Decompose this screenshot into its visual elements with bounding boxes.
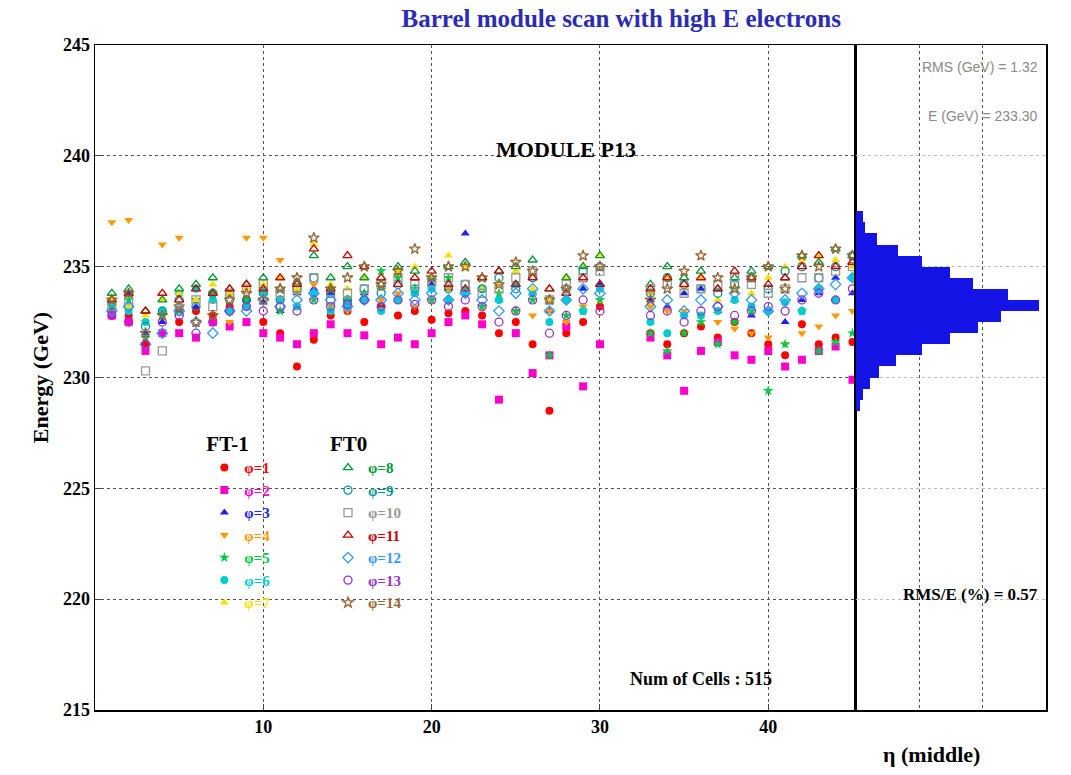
svg-text:φ=13: φ=13 bbox=[368, 573, 401, 589]
svg-text:Barrel module scan with high E: Barrel module scan with high E electrons bbox=[402, 5, 842, 32]
svg-text:MODULE P13: MODULE P13 bbox=[496, 137, 636, 162]
svg-text:φ=9: φ=9 bbox=[368, 483, 393, 499]
svg-text:235: 235 bbox=[63, 257, 90, 277]
svg-text:220: 220 bbox=[63, 589, 90, 609]
svg-text:Energy (GeV): Energy (GeV) bbox=[28, 312, 53, 443]
svg-text:φ=4: φ=4 bbox=[244, 528, 270, 544]
svg-text:10: 10 bbox=[254, 717, 272, 737]
svg-text:φ=2: φ=2 bbox=[244, 483, 269, 499]
svg-text:FT-1: FT-1 bbox=[206, 432, 248, 456]
svg-text:φ=1: φ=1 bbox=[244, 460, 269, 476]
svg-text:225: 225 bbox=[63, 479, 90, 499]
svg-text:η (middle): η (middle) bbox=[883, 742, 980, 767]
svg-text:φ=10: φ=10 bbox=[368, 505, 401, 521]
svg-text:E (GeV) = 233.30: E (GeV) = 233.30 bbox=[928, 108, 1038, 124]
svg-text:230: 230 bbox=[63, 368, 90, 388]
svg-text:RMS (GeV) = 1.32: RMS (GeV) = 1.32 bbox=[922, 59, 1038, 75]
svg-text:245: 245 bbox=[63, 35, 90, 55]
svg-text:RMS/E (%) = 0.57: RMS/E (%) = 0.57 bbox=[903, 585, 1038, 604]
svg-text:240: 240 bbox=[63, 146, 90, 166]
svg-text:Num of Cells : 515: Num of Cells : 515 bbox=[630, 669, 772, 689]
svg-text:215: 215 bbox=[63, 700, 90, 720]
svg-text:φ=8: φ=8 bbox=[368, 460, 393, 476]
svg-text:φ=11: φ=11 bbox=[368, 528, 400, 544]
svg-text:φ=5: φ=5 bbox=[244, 550, 269, 566]
svg-text:30: 30 bbox=[591, 717, 609, 737]
svg-text:φ=3: φ=3 bbox=[244, 505, 269, 521]
svg-text:φ=6: φ=6 bbox=[244, 573, 270, 589]
svg-text:40: 40 bbox=[759, 717, 777, 737]
svg-text:φ=14: φ=14 bbox=[368, 595, 401, 611]
svg-text:FT0: FT0 bbox=[330, 432, 367, 456]
svg-text:φ=7: φ=7 bbox=[244, 595, 270, 611]
svg-text:20: 20 bbox=[423, 717, 441, 737]
svg-text:φ=12: φ=12 bbox=[368, 550, 401, 566]
